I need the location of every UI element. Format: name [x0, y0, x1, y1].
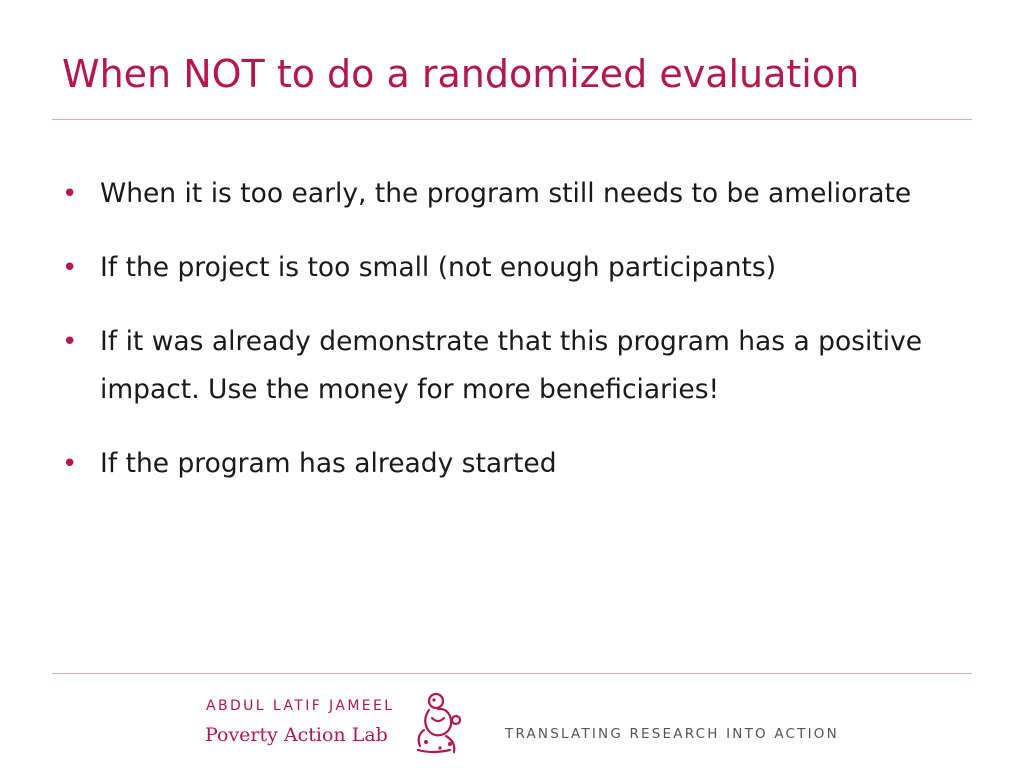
bullet-text: If the program has already started — [100, 448, 557, 479]
logo-line1: ABDUL LATIF JAMEEL — [206, 698, 395, 714]
bullet-text: When it is too early, the program still … — [100, 178, 912, 209]
logo-line2: Poverty Action Lab — [205, 724, 388, 746]
bullet-text: If the project is too small (not enough … — [100, 252, 777, 283]
slide-title: When NOT to do a randomized evaluation — [62, 52, 860, 96]
bullet-list: • When it is too early, the program stil… — [62, 170, 942, 514]
bullet-item: • If the program has already started — [62, 440, 942, 488]
bullet-item: • When it is too early, the program stil… — [62, 170, 942, 218]
bullet-item: • If it was already demonstrate that thi… — [62, 318, 942, 414]
bullet-text: If it was already demonstrate that this … — [100, 326, 923, 405]
bullet-item: • If the project is too small (not enoug… — [62, 244, 942, 292]
footer-tagline: TRANSLATING RESEARCH INTO ACTION — [505, 726, 839, 742]
bullet-dot-icon: • — [62, 327, 78, 357]
bullet-dot-icon: • — [62, 253, 78, 283]
jpal-logo: ABDUL LATIF JAMEEL Poverty Action Lab — [200, 690, 480, 758]
footer-divider — [52, 673, 972, 674]
jpal-logo-icon — [416, 692, 462, 754]
bullet-dot-icon: • — [62, 179, 78, 209]
bullet-dot-icon: • — [62, 449, 78, 479]
title-divider — [52, 119, 972, 120]
